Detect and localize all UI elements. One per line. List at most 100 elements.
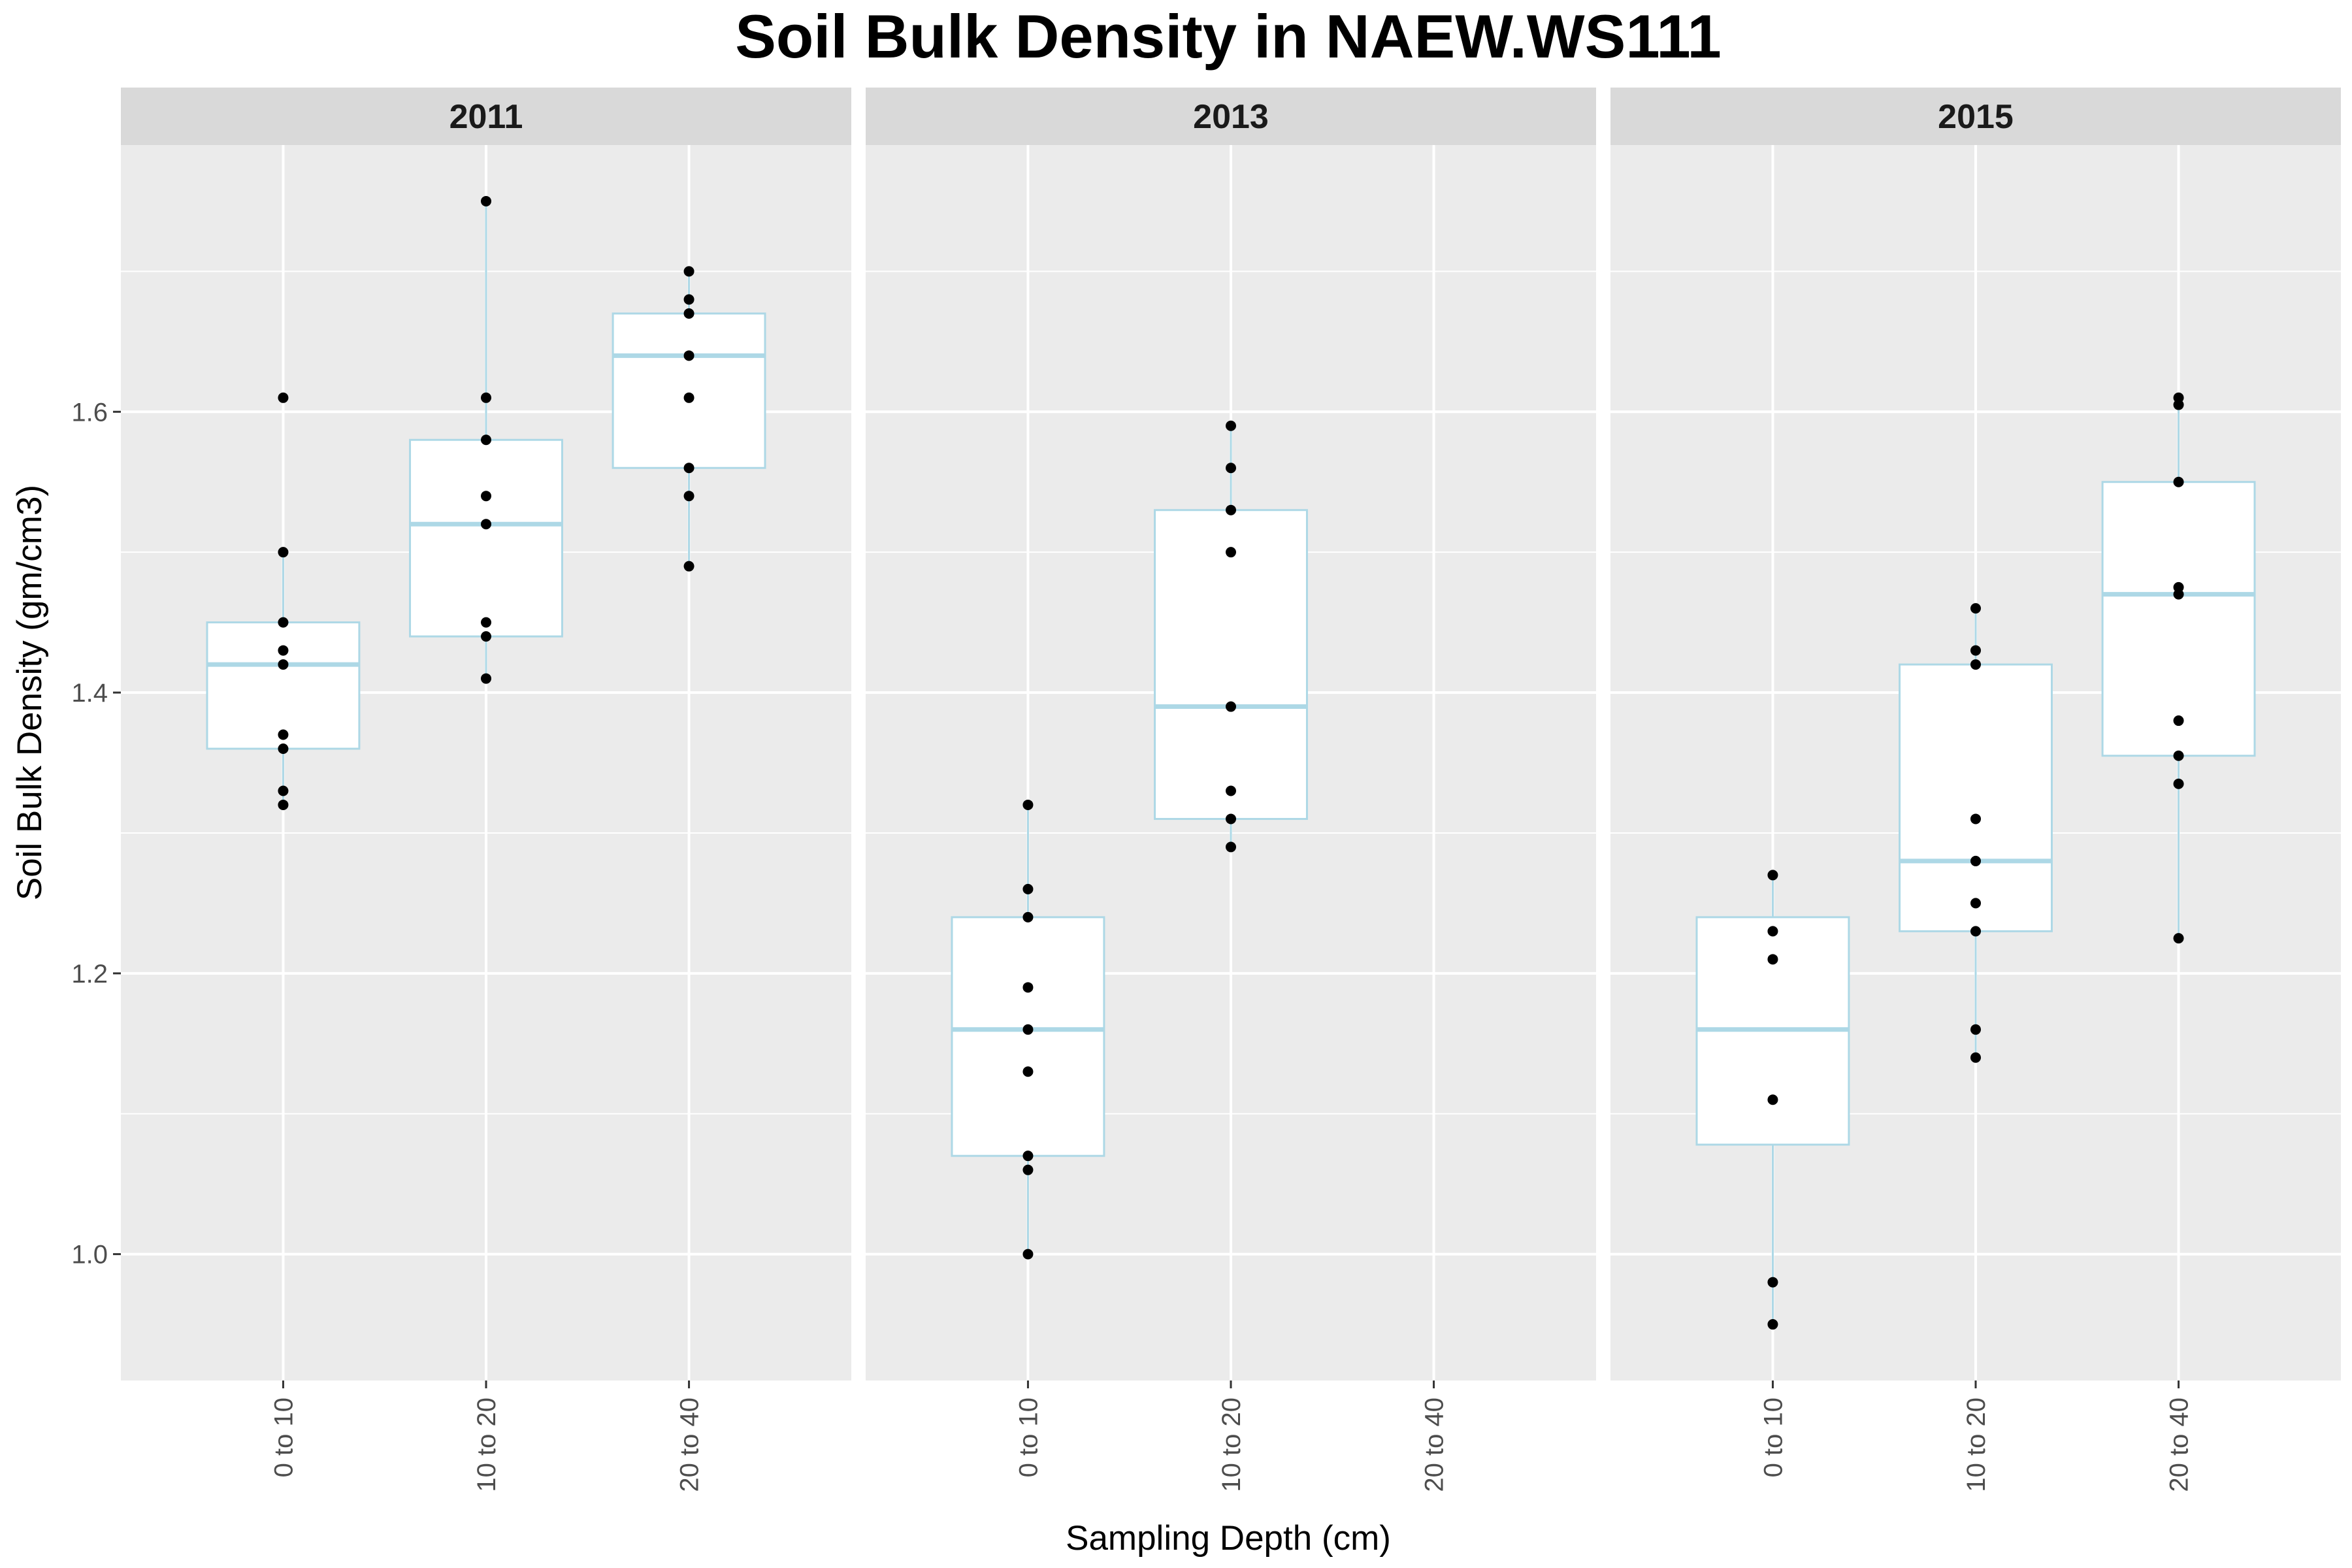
data-point [1022,1024,1034,1035]
data-point [278,743,289,755]
data-point [2173,715,2184,727]
data-point [1022,1151,1034,1162]
facet-panel-2013: 2013 0 to 10 10 to 20 20 to 40 [866,88,1596,1492]
x-tick-label: 20 to 40 [676,1397,704,1492]
x-tick-label: 0 to 10 [1014,1397,1043,1477]
x-tick-label: 0 to 10 [1759,1397,1788,1477]
data-point [481,195,491,206]
facet-strip-label: 2013 [1193,98,1269,136]
data-point [481,519,491,530]
data-point [1767,954,1778,965]
x-tick-label: 0 to 10 [269,1397,298,1477]
data-point [2173,476,2184,487]
data-point [1022,982,1034,993]
data-point [1767,1094,1778,1105]
data-point [683,392,694,403]
facet-strip [1610,88,2341,145]
data-point [1022,883,1034,894]
box-iqr [1154,509,1308,820]
data-point [1970,659,1981,670]
data-point [2173,589,2184,600]
data-point [1767,926,1778,937]
box-0-to-10 [206,392,361,810]
data-point [1970,603,1981,614]
data-point [683,308,694,319]
data-point [278,785,289,796]
x-axis-title: Sampling Depth (cm) [1066,1519,1391,1558]
data-point [278,799,289,810]
y-axis-title: Soil Bulk Density (gm/cm3) [10,485,49,900]
data-point [683,294,694,305]
box-iqr [612,312,766,469]
data-point [278,645,289,656]
data-point [1970,1052,1981,1063]
box-10-to-20 [1899,603,2053,1063]
data-point [481,392,491,403]
facet-panels: 2011 0 to 10 10 to 20 20 to 40 2013 0 to 10 10… [121,88,2341,1492]
data-point [481,631,491,642]
data-point [683,463,694,474]
data-point [2173,778,2184,789]
box-iqr [409,438,563,638]
y-tick-label: 1.4 [71,679,108,708]
data-point [1226,785,1236,796]
x-tick-label: 10 to 20 [1962,1397,1991,1492]
x-tick-label: 10 to 20 [472,1397,501,1492]
data-point [278,547,289,558]
y-tick-label: 1.6 [71,398,108,427]
data-point [481,673,491,684]
box-iqr [1899,663,2053,932]
data-point [1226,547,1236,558]
data-point [1226,841,1236,853]
data-point [1970,855,1981,866]
facet-panel-2015: 2015 0 to 10 10 to 20 20 to 40 [1610,88,2341,1492]
data-point [481,491,491,502]
data-point [1970,813,1981,825]
box-10-to-20 [1154,420,1308,853]
data-point [1022,799,1034,810]
data-point [2173,750,2184,761]
data-point [2173,933,2184,944]
data-point [1970,898,1981,909]
data-point [1226,463,1236,474]
data-point [1022,1164,1034,1175]
x-tick-label: 20 to 40 [2165,1397,2194,1492]
data-point [683,491,694,502]
data-point [278,729,289,740]
y-axis: 1.0 1.2 1.4 1.6 [71,398,121,1269]
facet-strip-label: 2011 [449,98,523,136]
box-10-to-20 [409,195,563,684]
box-iqr [951,916,1105,1157]
facet-panel-2011: 2011 0 to 10 10 to 20 20 to 40 [121,88,851,1492]
y-tick-label: 1.2 [71,960,108,988]
x-tick-label: 20 to 40 [1420,1397,1449,1492]
facet-strip [866,88,1596,145]
data-point [278,617,289,628]
box-20-to-40 [612,266,766,572]
box-iqr [2101,481,2256,757]
data-point [278,659,289,670]
facet-strip [121,88,851,145]
data-point [1226,504,1236,515]
data-point [1767,1277,1778,1288]
data-point [1226,420,1236,431]
chart-title: Soil Bulk Density in NAEW.WS111 [735,2,1722,71]
data-point [481,434,491,446]
box-0-to-10 [1695,870,1850,1330]
data-point [1970,1024,1981,1035]
y-tick-label: 1.0 [71,1241,108,1269]
data-point [1767,870,1778,881]
data-point [1970,645,1981,656]
data-point [1970,926,1981,937]
box-20-to-40 [2101,392,2256,944]
data-point [1022,1249,1034,1260]
data-point [683,561,694,572]
data-point [1022,911,1034,923]
data-point [1767,1319,1778,1330]
data-point [1022,1066,1034,1077]
x-tick-label: 10 to 20 [1217,1397,1246,1492]
facet-strip-label: 2015 [1938,98,2014,136]
data-point [2173,399,2184,410]
box-0-to-10 [951,799,1105,1260]
